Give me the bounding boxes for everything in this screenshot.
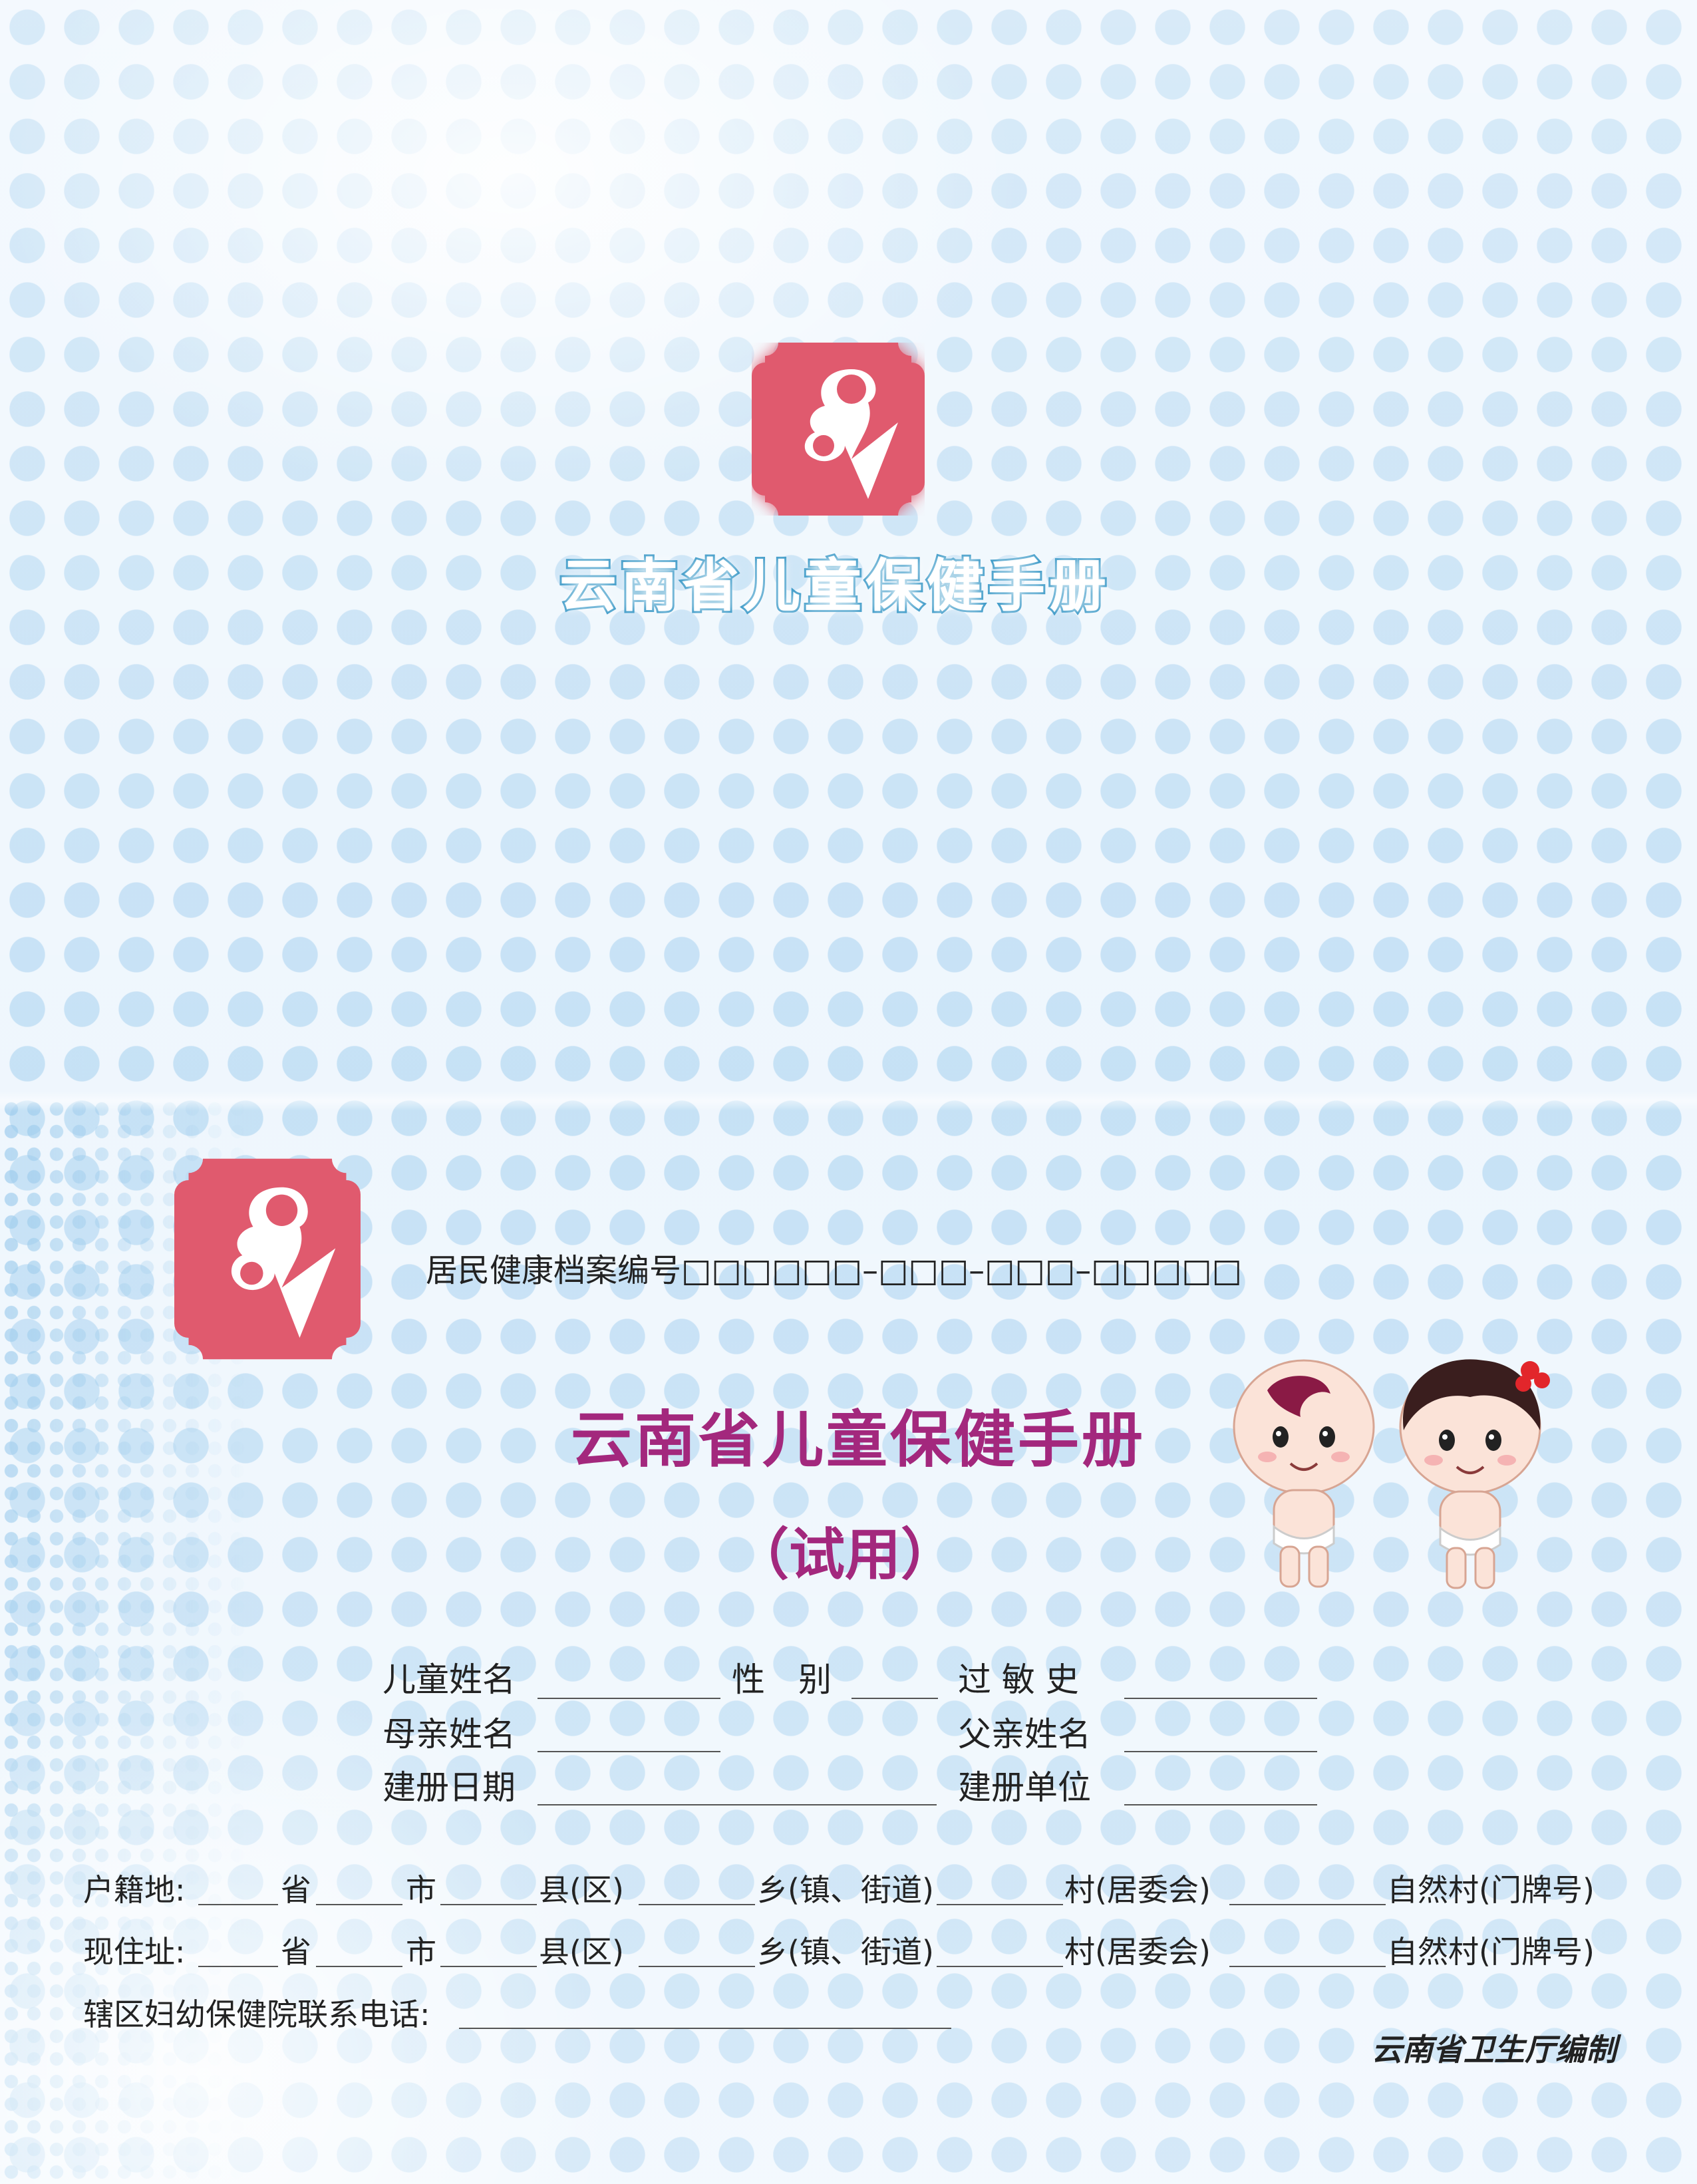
trial-subtitle: （试用） <box>732 1522 957 1587</box>
household-village-field[interactable] <box>937 1904 1063 1905</box>
current-natural-village-field[interactable] <box>1229 1966 1386 1967</box>
babies-illustration <box>1233 1359 1550 1589</box>
current-town-field[interactable] <box>639 1966 755 1967</box>
county-label: 县(区) <box>539 1872 624 1908</box>
health-record-number: 居民健康档案编号□□□□□□–□□□–□□□–□□□□□ <box>426 1244 1490 1297</box>
father-name-field[interactable] <box>1124 1751 1317 1752</box>
sex-field[interactable] <box>851 1698 938 1699</box>
register-date-label: 建册日期 <box>383 1768 516 1807</box>
allergy-label: 过 敏 史 <box>958 1660 1079 1699</box>
maternal-child-logo <box>174 1158 361 1360</box>
city-label: 市 <box>406 1872 436 1908</box>
current-province-field[interactable] <box>198 1966 278 1967</box>
city-label: 市 <box>406 1934 436 1970</box>
household-province-field[interactable] <box>198 1904 278 1905</box>
register-unit-field[interactable] <box>1124 1804 1317 1805</box>
province-label: 省 <box>281 1872 311 1908</box>
town-label: 乡(镇、街道) <box>757 1934 934 1970</box>
household-town-field[interactable] <box>639 1904 755 1905</box>
mother-name-label: 母亲姓名 <box>383 1715 516 1754</box>
natural-village-label: 自然村(门牌号) <box>1387 1934 1595 1970</box>
town-label: 乡(镇、街道) <box>757 1872 934 1908</box>
health-record-boxes[interactable]: □□□□□□–□□□–□□□–□□□□□ <box>681 1252 1242 1289</box>
child-name-field[interactable] <box>538 1698 720 1699</box>
phone-label: 辖区妇幼保健院联系电话: <box>83 1996 430 2032</box>
register-unit-label: 建册单位 <box>958 1768 1091 1807</box>
current-village-field[interactable] <box>937 1966 1063 1967</box>
phone-field[interactable] <box>459 2028 951 2029</box>
current-county-field[interactable] <box>440 1966 537 1967</box>
health-record-label: 居民健康档案编号 <box>426 1252 682 1289</box>
village-label: 村(居委会) <box>1064 1934 1211 1970</box>
sex-label: 性 别 <box>732 1660 832 1699</box>
current-city-field[interactable] <box>316 1966 402 1967</box>
mother-name-field[interactable] <box>538 1751 720 1752</box>
section-divider <box>0 1091 1697 1111</box>
natural-village-label: 自然村(门牌号) <box>1387 1872 1595 1908</box>
baby-girl-icon <box>1399 1359 1550 1589</box>
child-name-label: 儿童姓名 <box>383 1660 516 1699</box>
household-county-field[interactable] <box>440 1904 537 1905</box>
household-natural-village-field[interactable] <box>1229 1904 1386 1905</box>
main-title: 云南省儿童保健手册 <box>570 1404 1146 1476</box>
father-name-label: 父亲姓名 <box>958 1715 1091 1754</box>
province-label: 省 <box>281 1934 311 1970</box>
register-date-field[interactable] <box>538 1804 937 1805</box>
baby-boy-icon <box>1233 1359 1375 1588</box>
county-label: 县(区) <box>539 1934 624 1970</box>
household-label: 户籍地: <box>83 1872 186 1908</box>
current-address-label: 现住址: <box>83 1934 186 1970</box>
publisher: 云南省卫生厅编制 <box>1372 2032 1617 2068</box>
village-label: 村(居委会) <box>1064 1872 1211 1908</box>
maternal-child-logo-top <box>752 343 925 516</box>
household-city-field[interactable] <box>316 1904 402 1905</box>
allergy-field[interactable] <box>1124 1698 1317 1699</box>
top-title: 云南省儿童保健手册 <box>557 551 1110 621</box>
